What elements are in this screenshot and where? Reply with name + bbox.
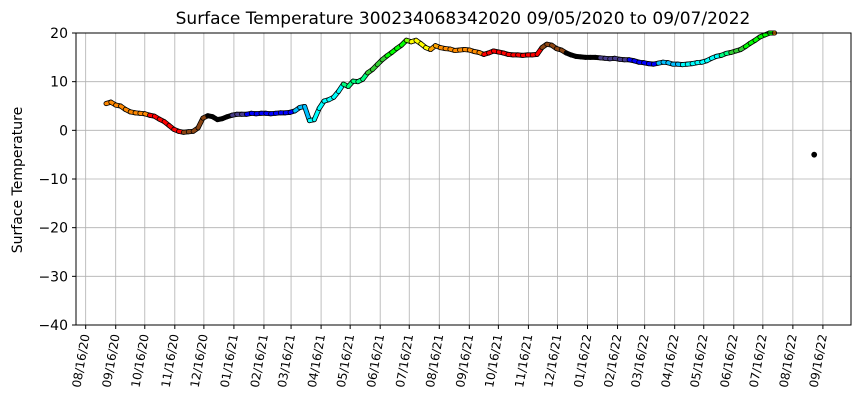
grid-lines: [76, 32, 851, 326]
y-ticks: 20 10 0 −10 −20 −30 −40: [38, 26, 76, 334]
y-tick-label: −10: [38, 172, 68, 188]
y-tick-label: −30: [38, 269, 68, 285]
y-axis-label: Surface Temperature: [10, 107, 26, 253]
y-tick-label: 10: [50, 75, 68, 91]
data-point: [811, 151, 818, 158]
y-tick-label: −20: [38, 221, 68, 237]
y-tick-label: −40: [38, 318, 68, 334]
data-points: [103, 30, 818, 158]
y-tick-label: 0: [59, 123, 68, 139]
chart-title: Surface Temperature 300234068342020 09/0…: [176, 9, 751, 29]
y-tick-label: 20: [50, 26, 68, 42]
